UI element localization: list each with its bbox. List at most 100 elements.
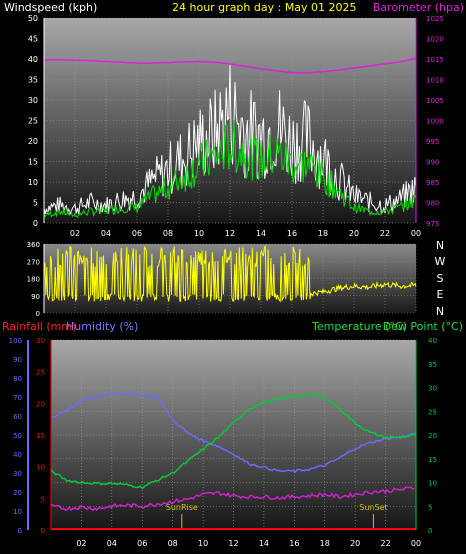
barometer-y-tick-label: 995 — [426, 138, 439, 146]
temperature-y-tick-label: 10 — [428, 480, 437, 488]
rainfall-y-tick-label: 10 — [36, 464, 45, 472]
wind-x-tick-label: 20 — [349, 229, 359, 238]
wind-x-tick-label: 18 — [318, 229, 328, 238]
temp-x-tick-label: 20 — [350, 539, 360, 548]
rainfall-y-tick-label: 15 — [36, 432, 45, 440]
temp-x-tick-label: 22 — [380, 539, 390, 548]
temperature-y-tick-label: 25 — [428, 408, 437, 416]
wind-x-tick-label: 08 — [163, 229, 173, 238]
temperature-y-tick-label: 0 — [428, 527, 432, 535]
barometer-y-tick-label: 980 — [426, 200, 439, 208]
compass-letter-e: E — [437, 288, 444, 301]
dewpoint-label: Dew Point (°C) — [383, 320, 463, 333]
temperature-y-tick-label: 40 — [428, 337, 437, 345]
temp-x-tick-label: 14 — [259, 539, 269, 548]
wind-y-tick-label: 0 — [33, 219, 38, 228]
wind-y-tick-label: 20 — [28, 137, 38, 146]
compass-letter-s: S — [437, 272, 444, 285]
direction-y-tick-label: 180 — [27, 276, 40, 284]
wind-y-tick-label: 5 — [33, 199, 38, 208]
barometer-y-tick-label: 1000 — [426, 118, 444, 126]
wind-y-tick-label: 10 — [28, 178, 38, 187]
wind-y-tick-label: 50 — [28, 14, 38, 23]
barometer-line — [44, 57, 417, 74]
barometer-y-tick-label: 1025 — [426, 15, 444, 23]
rainfall-y-tick-label: 20 — [36, 400, 45, 408]
windspeed-gust-line — [43, 64, 417, 216]
wind-y-tick-label: 25 — [28, 117, 38, 126]
humidity-y-tick-label: 0 — [18, 527, 22, 535]
temperature-y-tick-label: 5 — [428, 503, 432, 511]
temp-x-tick-label: 10 — [198, 539, 208, 548]
compass-letter-n-bottom: N — [436, 305, 444, 318]
temp-x-tick-label: 08 — [168, 539, 178, 548]
sunset-label: SunSet — [359, 503, 387, 512]
dewpoint-line — [50, 486, 415, 512]
temp-x-tick-label: 02 — [76, 539, 86, 548]
direction-y-tick-label: 90 — [31, 293, 40, 301]
temp-x-tick-label: 18 — [320, 539, 330, 548]
sunrise-label: SunRise — [166, 503, 198, 512]
wind-y-tick-label: 30 — [28, 96, 38, 105]
barometer-y-tick-label: 1015 — [426, 56, 444, 64]
rainfall-y-tick-label: 5 — [41, 495, 45, 503]
humidity-y-tick-label: 80 — [13, 375, 22, 383]
temperature-y-tick-label: 35 — [428, 361, 437, 369]
wind-x-tick-label: 04 — [101, 229, 111, 238]
humidity-y-tick-label: 100 — [9, 337, 22, 345]
humidity-y-tick-label: 70 — [13, 394, 22, 402]
wind-y-tick-label: 15 — [28, 158, 38, 167]
humidity-y-tick-label: 10 — [13, 508, 22, 516]
wind-x-tick-label: 00 — [411, 229, 421, 238]
barometer-y-tick-label: 990 — [426, 159, 439, 167]
wind-x-tick-label: 06 — [132, 229, 142, 238]
temperature-y-tick-label: 15 — [428, 456, 437, 464]
wind-y-tick-label: 45 — [28, 35, 38, 44]
wind-x-tick-label: 22 — [380, 229, 390, 238]
temp-x-tick-label: 16 — [289, 539, 299, 548]
barometer-y-tick-label: 1020 — [426, 36, 444, 44]
wind-x-tick-label: 12 — [225, 229, 235, 238]
barometer-y-tick-label: 1010 — [426, 77, 444, 85]
rainfall-label: Rainfall (mm) — [2, 320, 76, 333]
direction-y-tick-label: 0 — [36, 310, 40, 318]
humidity-y-tick-label: 60 — [13, 413, 22, 421]
wind-x-tick-label: 10 — [194, 229, 204, 238]
humidity-y-tick-label: 20 — [13, 489, 22, 497]
temp-x-tick-label: 12 — [228, 539, 238, 548]
temperature-y-tick-label: 20 — [428, 432, 437, 440]
temperature-y-tick-label: 30 — [428, 385, 437, 393]
compass-letter-n-top: N — [436, 239, 444, 252]
temp-x-tick-label: 04 — [107, 539, 117, 548]
direction-y-tick-label: 360 — [27, 241, 40, 249]
barometer-y-tick-label: 975 — [426, 220, 439, 228]
temp-x-tick-label: 06 — [137, 539, 147, 548]
rainfall-y-tick-label: 0 — [41, 527, 45, 535]
temperature-line — [50, 392, 417, 490]
humidity-y-tick-label: 40 — [13, 451, 22, 459]
temp-x-tick-label: 00 — [411, 539, 421, 548]
wind-y-tick-label: 35 — [28, 76, 38, 85]
barometer-y-tick-label: 985 — [426, 179, 439, 187]
chart-title: 24 hour graph day : May 01 2025 — [172, 1, 357, 14]
barometer-y-tick-label: 1005 — [426, 97, 444, 105]
wind-x-tick-label: 14 — [256, 229, 266, 238]
humidity-y-tick-label: 50 — [13, 432, 22, 440]
wind-x-tick-label: 16 — [287, 229, 297, 238]
wind-direction-line — [43, 245, 417, 303]
compass-letter-w: W — [435, 255, 446, 268]
direction-y-tick-label: 270 — [27, 258, 40, 266]
barometer-label: Barometer (hpa) — [373, 1, 464, 14]
temperature-label: Temperature (°C) — [311, 320, 407, 333]
humidity-y-tick-label: 30 — [13, 470, 22, 478]
windspeed-average-line — [43, 120, 417, 218]
humidity-y-tick-label: 90 — [13, 356, 22, 364]
wind-x-tick-label: 02 — [70, 229, 80, 238]
windspeed-label: Windspeed (kph) — [4, 1, 97, 14]
humidity-label: Humidity (%) — [66, 320, 138, 333]
rainfall-y-tick-label: 25 — [36, 369, 45, 377]
rainfall-y-tick-label: 30 — [36, 337, 45, 345]
humidity-line — [50, 391, 417, 473]
